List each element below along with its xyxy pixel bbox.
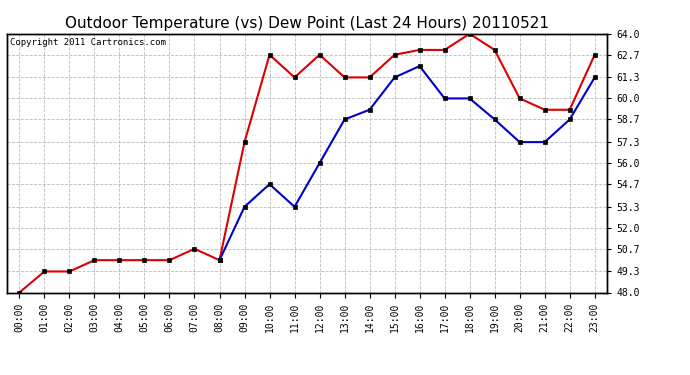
- Title: Outdoor Temperature (vs) Dew Point (Last 24 Hours) 20110521: Outdoor Temperature (vs) Dew Point (Last…: [65, 16, 549, 31]
- Text: Copyright 2011 Cartronics.com: Copyright 2011 Cartronics.com: [10, 38, 166, 46]
